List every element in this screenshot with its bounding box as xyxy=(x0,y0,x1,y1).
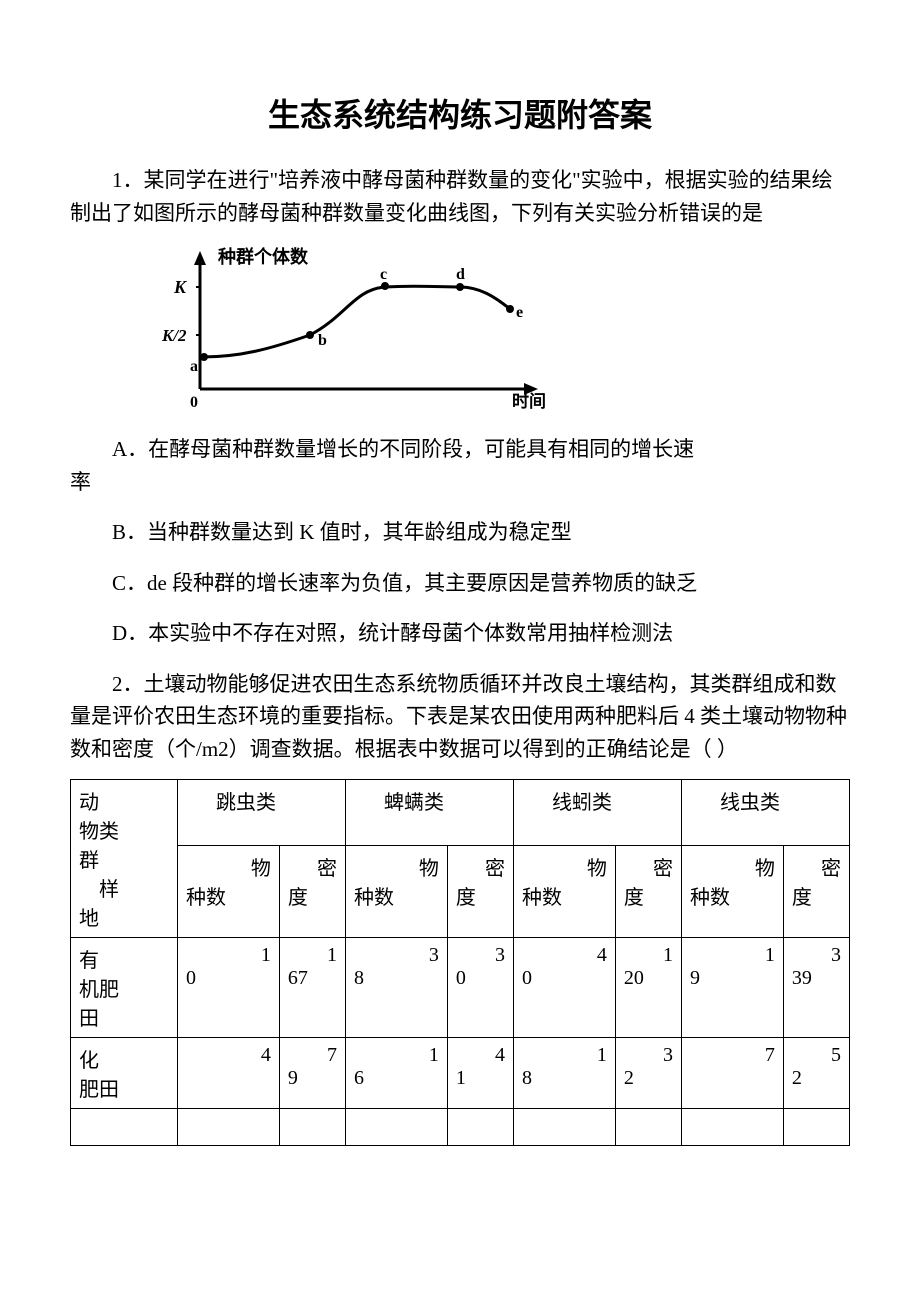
svg-text:d: d xyxy=(456,266,465,283)
sub-de-1: 密度 xyxy=(279,846,345,938)
q2-stem: 2．土壤动物能够促进农田生态系统物质循环并改良土壤结构，其类群组成和数量是评价农… xyxy=(70,668,850,766)
col-group-3: 线蚓类 xyxy=(513,780,681,846)
sub-sp-2: 物种数 xyxy=(345,846,447,938)
q1-option-B: B．当种群数量达到 K 值时，其年龄组成为稳定型 xyxy=(70,516,850,549)
sub-de-2: 密度 xyxy=(447,846,513,938)
q1-option-A-l1: A．在酵母菌种群数量增长的不同阶段，可能具有相同的增长速 xyxy=(70,433,850,466)
svg-text:e: e xyxy=(516,304,523,321)
table-row: 有 机肥 田 10 167 38 30 40 120 19 339 xyxy=(71,938,850,1038)
sub-sp-4: 物种数 xyxy=(681,846,783,938)
col-group-4: 线虫类 xyxy=(681,780,849,846)
q1-chart: 0 K K/2 种群个体数 时间 a b c d xyxy=(160,239,850,419)
q1-option-C: C．de 段种群的增长速率为负值，其主要原因是营养物质的缺乏 xyxy=(70,567,850,600)
sub-de-4: 密度 xyxy=(783,846,849,938)
svg-text:a: a xyxy=(190,358,198,375)
q1-option-A-l2: 率 xyxy=(70,466,850,499)
page-title: 生态系统结构练习题附答案 xyxy=(70,90,850,136)
table-row-empty xyxy=(71,1109,850,1146)
q1-stem: 1．某同学在进行"培养液中酵母菌种群数量的变化"实验中，根据实验的结果绘制出了如… xyxy=(70,164,850,229)
ytick-K2: K/2 xyxy=(161,326,187,345)
y-axis-label: 种群个体数 xyxy=(217,246,309,267)
ytick-K: K xyxy=(173,277,188,297)
sub-de-3: 密度 xyxy=(615,846,681,938)
col-group-1: 跳虫类 xyxy=(178,780,346,846)
svg-text:b: b xyxy=(318,332,327,349)
q1-option-D: D．本实验中不存在对照，统计酵母菌个体数常用抽样检测法 xyxy=(70,617,850,650)
table-row: 化 肥田 4 79 16 41 18 32 7 52 xyxy=(71,1038,850,1109)
q2-table: 动 物类 群 样 地 跳虫类 蜱螨类 线蚓类 线虫类 物种数 密度 物种数 密度… xyxy=(70,779,850,1146)
svg-text:0: 0 xyxy=(190,394,198,411)
sub-sp-1: 物种数 xyxy=(178,846,280,938)
x-axis-label: 时间 xyxy=(512,391,546,411)
svg-text:c: c xyxy=(380,266,387,283)
sub-sp-3: 物种数 xyxy=(513,846,615,938)
col-group-2: 蜱螨类 xyxy=(345,780,513,846)
